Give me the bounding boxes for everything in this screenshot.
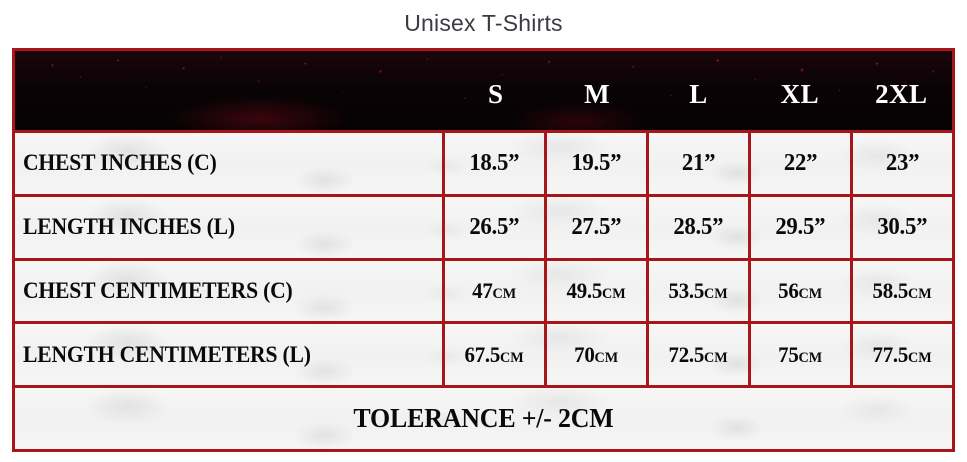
value-text: 21” [681,149,716,176]
column-header-xl: XL [780,79,820,109]
cell-chest-cm-m: 49.5CM [547,260,649,322]
cell-length-cm-m: 70CM [547,324,649,386]
row-label-cell-chest-cm: CHEST CENTIMETERS (C) [15,260,445,322]
row-label-cell-length-inches: LENGTH INCHES (L) [15,196,445,258]
cell-length-inches-2xl: 30.5” [853,197,952,258]
cell-chest-inches-xl: 22” [751,133,853,194]
value-text: 28.5” [673,213,724,240]
column-header-l: L [689,79,708,109]
page-title: Unisex T-Shirts [404,10,563,36]
cell-chest-cm-l: 53.5CM [649,260,751,322]
value-text: 75CM [778,341,823,367]
cell-length-inches-l: 28.5” [649,196,751,258]
cell-length-inches-m: 27.5” [547,196,649,258]
row-label-cell-length-cm: LENGTH CENTIMETERS (L) [15,324,445,386]
cell-length-inches-s: 26.5” [445,196,547,258]
value-text: 23” [885,149,920,176]
cell-chest-inches-m: 19.5” [547,133,649,194]
value-text: 29.5” [775,213,826,240]
value-text: 47CM [472,277,517,303]
column-header-m: M [584,79,611,109]
value-text: 27.5” [571,213,622,240]
cell-length-cm-l: 72.5CM [649,324,751,386]
value-text: 77.5CM [872,341,933,367]
row-label-cell-chest-inches: CHEST INCHES (C) [15,133,445,194]
table-row: CHEST INCHES (C) 18.5” 19.5” 21” 22” 23” [15,130,952,194]
value-text: 72.5CM [668,341,729,367]
cell-length-inches-xl: 29.5” [751,196,853,258]
value-text: 22” [783,149,818,176]
table-row: LENGTH INCHES (L) 26.5” 27.5” 28.5” 29.5… [15,193,952,258]
size-chart-table: S M L XL 2XL CHEST INCHES (C) 18.5” 19.5… [12,48,955,452]
cell-chest-cm-xl: 56CM [751,260,853,322]
table-header-row: S M L XL 2XL [15,51,952,130]
value-text: 58.5CM [872,277,933,303]
column-header-2xl: 2XL [875,79,928,109]
column-header-s: S [487,79,504,109]
header-corner-cell [15,51,445,130]
value-text: 67.5CM [464,341,525,367]
row-label-length-inches: LENGTH INCHES (L) [23,214,235,240]
cell-chest-inches-s: 18.5” [445,133,547,194]
cell-length-cm-2xl: 77.5CM [853,324,952,385]
value-text: 56CM [778,277,823,303]
row-label-length-centimeters: LENGTH CENTIMETERS (L) [23,341,311,367]
value-text: 53.5CM [668,277,729,303]
cell-length-cm-xl: 75CM [751,324,853,386]
cell-length-cm-s: 67.5CM [445,324,547,386]
value-text: 30.5” [877,213,928,240]
cell-chest-cm-s: 47CM [445,260,547,322]
cell-chest-inches-2xl: 23” [853,133,952,194]
row-label-chest-inches: CHEST INCHES (C) [23,150,217,176]
row-label-chest-centimeters: CHEST CENTIMETERS (C) [23,277,293,303]
table-row: CHEST CENTIMETERS (C) 47CM 49.5CM 53.5CM… [15,257,952,322]
value-text: 26.5” [469,213,520,240]
cell-chest-inches-l: 21” [649,133,751,194]
table-row: LENGTH CENTIMETERS (L) 67.5CM 70CM 72.5C… [15,321,952,386]
tolerance-text: TOLERANCE +/- 2CM [353,403,614,434]
tolerance-row: TOLERANCE +/- 2CM [15,385,952,449]
cell-chest-cm-2xl: 58.5CM [853,261,952,322]
value-text: 19.5” [571,149,622,176]
value-text: 70CM [574,341,619,367]
value-text: 18.5” [469,149,520,176]
value-text: 49.5CM [566,277,627,303]
